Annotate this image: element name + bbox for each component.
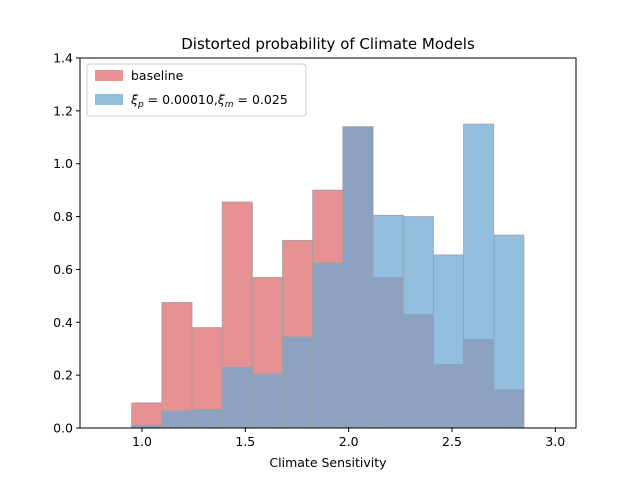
bar-distorted [372, 214, 404, 429]
y-tick-label: 0.4 [53, 315, 73, 330]
y-tick-label: 1.4 [53, 51, 73, 66]
legend-swatch-baseline [95, 70, 123, 81]
legend-label-distorted: ξp = 0.00010,ξm = 0.025 [130, 92, 288, 110]
bar-distorted [161, 410, 193, 429]
x-axis-ticks: 1.0 1.5 2.0 2.5 3.0 [132, 428, 565, 449]
bar-distorted [312, 262, 344, 429]
bar-distorted [342, 126, 374, 429]
y-tick-label: 1.2 [53, 103, 73, 118]
bar-baseline [131, 402, 163, 429]
legend-label-baseline: baseline [131, 68, 184, 83]
bar-distorted [463, 123, 495, 429]
legend: baseline ξp = 0.00010,ξm = 0.025 [86, 63, 307, 117]
y-tick-label: 0.2 [53, 368, 73, 383]
plot-frame [79, 57, 577, 429]
bar-distorted [282, 336, 314, 429]
y-axis-ticks: 0.0 0.2 0.4 0.6 0.8 1.0 1.2 1.4 [53, 51, 80, 436]
bar-distorted [432, 254, 464, 429]
bar-distorted [221, 366, 253, 429]
bar-distorted [251, 373, 283, 429]
bar-distorted [402, 216, 434, 429]
x-tick-label: 1.0 [132, 434, 152, 449]
legend-swatch-distorted [95, 94, 123, 105]
legend-box [86, 63, 307, 117]
bar-baseline [161, 302, 193, 429]
y-tick-label: 0.8 [53, 209, 73, 224]
chart-title: Distorted probability of Climate Models [181, 35, 475, 53]
x-tick-label: 2.5 [442, 434, 462, 449]
y-tick-label: 0.6 [53, 262, 73, 277]
y-tick-label: 1.0 [53, 156, 73, 171]
x-tick-label: 2.0 [339, 434, 359, 449]
x-axis-label: Climate Sensitivity [269, 455, 387, 470]
x-tick-label: 3.0 [545, 434, 565, 449]
y-tick-label: 0.0 [53, 421, 73, 436]
series-distorted [131, 123, 525, 429]
bar-distorted [493, 234, 525, 429]
x-tick-label: 1.5 [235, 434, 255, 449]
bar-distorted [191, 409, 223, 429]
